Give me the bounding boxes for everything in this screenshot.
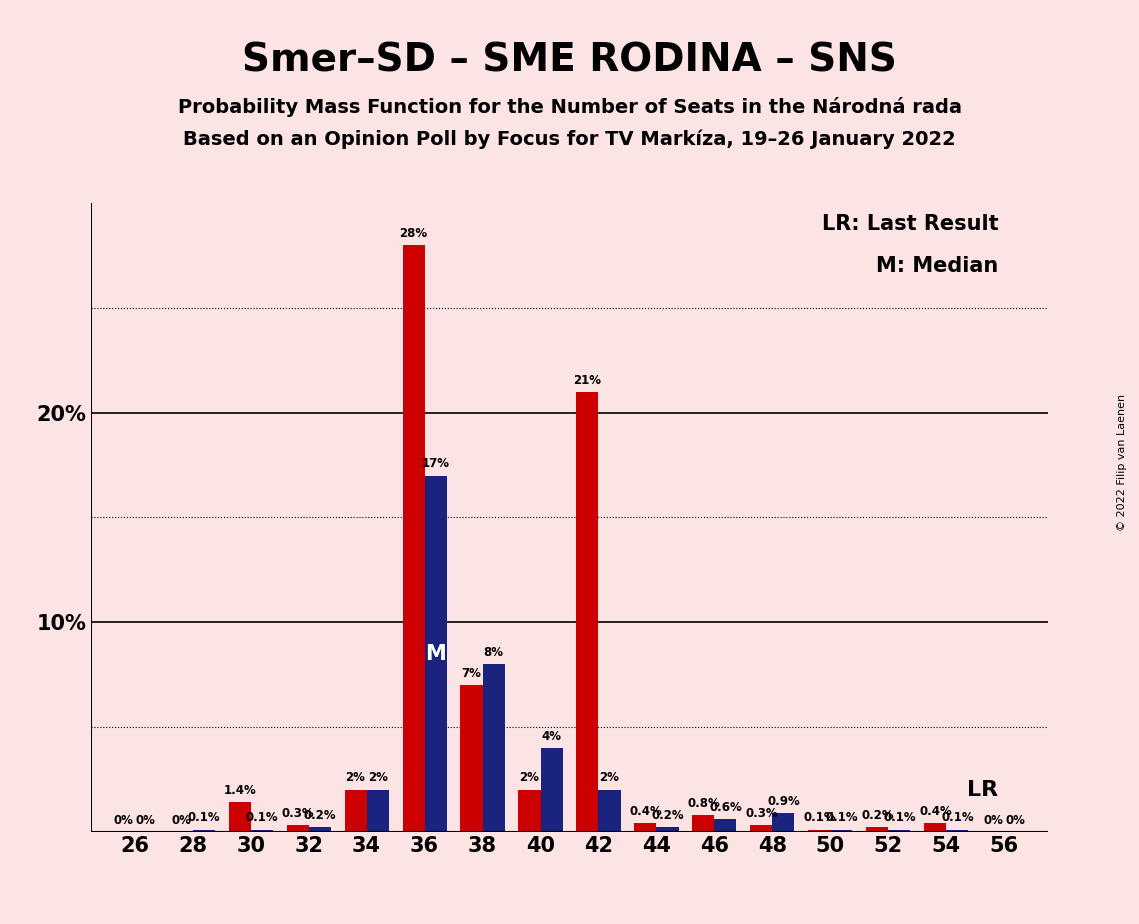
Text: 0%: 0% bbox=[1006, 814, 1025, 827]
Text: Probability Mass Function for the Number of Seats in the Národná rada: Probability Mass Function for the Number… bbox=[178, 97, 961, 117]
Text: 21%: 21% bbox=[573, 373, 601, 386]
Bar bbox=[287, 825, 309, 832]
Bar bbox=[947, 830, 968, 832]
Text: 0%: 0% bbox=[114, 814, 133, 827]
Text: 2%: 2% bbox=[599, 772, 620, 784]
Text: 0.8%: 0.8% bbox=[687, 796, 720, 809]
Text: 8%: 8% bbox=[484, 646, 503, 659]
Bar bbox=[634, 823, 656, 832]
Bar bbox=[192, 830, 214, 832]
Text: M: M bbox=[425, 644, 446, 663]
Text: 0%: 0% bbox=[983, 814, 1003, 827]
Text: 2%: 2% bbox=[368, 772, 387, 784]
Text: 0.1%: 0.1% bbox=[883, 811, 916, 824]
Text: M: Median: M: Median bbox=[876, 256, 999, 275]
Bar bbox=[751, 825, 772, 832]
Text: 7%: 7% bbox=[461, 667, 482, 680]
Text: 0.3%: 0.3% bbox=[745, 807, 778, 821]
Text: 0%: 0% bbox=[172, 814, 191, 827]
Bar bbox=[576, 392, 598, 832]
Bar bbox=[229, 802, 251, 832]
Text: 0.3%: 0.3% bbox=[281, 807, 314, 821]
Text: 0.9%: 0.9% bbox=[767, 795, 800, 808]
Bar bbox=[251, 830, 272, 832]
Bar bbox=[518, 790, 541, 832]
Bar bbox=[309, 827, 330, 832]
Text: 0.1%: 0.1% bbox=[187, 811, 220, 824]
Bar bbox=[656, 827, 679, 832]
Bar bbox=[693, 815, 714, 832]
Text: 0.4%: 0.4% bbox=[919, 805, 952, 818]
Bar bbox=[344, 790, 367, 832]
Bar bbox=[541, 748, 563, 832]
Text: 0.1%: 0.1% bbox=[825, 811, 858, 824]
Bar bbox=[402, 245, 425, 832]
Text: 0.1%: 0.1% bbox=[803, 811, 836, 824]
Text: 0%: 0% bbox=[136, 814, 156, 827]
Text: 2%: 2% bbox=[345, 772, 366, 784]
Bar bbox=[772, 813, 795, 832]
Text: 0.4%: 0.4% bbox=[629, 805, 662, 818]
Bar bbox=[867, 827, 888, 832]
Text: 2%: 2% bbox=[519, 772, 540, 784]
Text: 0.2%: 0.2% bbox=[303, 809, 336, 822]
Text: 4%: 4% bbox=[541, 730, 562, 743]
Bar bbox=[925, 823, 947, 832]
Bar bbox=[598, 790, 621, 832]
Text: 0.2%: 0.2% bbox=[652, 809, 683, 822]
Text: 17%: 17% bbox=[421, 457, 450, 470]
Bar bbox=[483, 664, 505, 832]
Bar bbox=[809, 830, 830, 832]
Bar bbox=[714, 819, 737, 832]
Text: LR: Last Result: LR: Last Result bbox=[822, 213, 999, 234]
Text: 0.1%: 0.1% bbox=[245, 811, 278, 824]
Text: 0.6%: 0.6% bbox=[710, 801, 741, 814]
Text: Smer–SD – SME RODINA – SNS: Smer–SD – SME RODINA – SNS bbox=[243, 42, 896, 79]
Bar bbox=[425, 476, 446, 832]
Text: 28%: 28% bbox=[400, 227, 427, 240]
Text: 0.1%: 0.1% bbox=[941, 811, 974, 824]
Text: LR: LR bbox=[967, 780, 999, 799]
Text: Based on an Opinion Poll by Focus for TV Markíza, 19–26 January 2022: Based on an Opinion Poll by Focus for TV… bbox=[183, 129, 956, 149]
Bar bbox=[460, 685, 483, 832]
Bar bbox=[367, 790, 388, 832]
Text: 1.4%: 1.4% bbox=[223, 784, 256, 797]
Text: © 2022 Filip van Laenen: © 2022 Filip van Laenen bbox=[1117, 394, 1126, 530]
Bar bbox=[830, 830, 852, 832]
Text: 0.2%: 0.2% bbox=[861, 809, 894, 822]
Bar bbox=[888, 830, 910, 832]
